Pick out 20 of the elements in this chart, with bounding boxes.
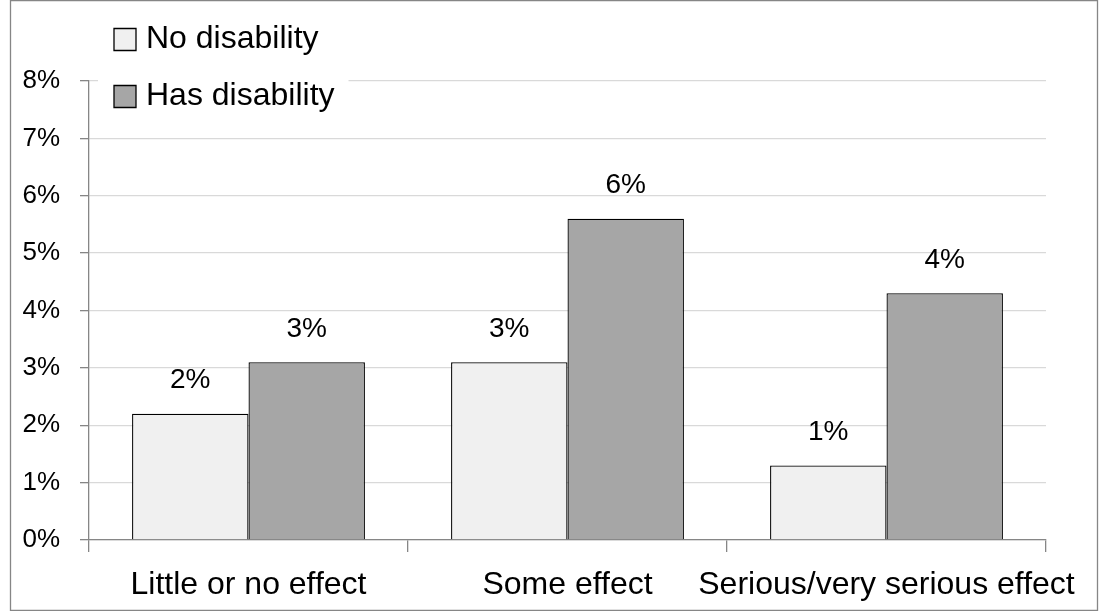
data-label: 6% <box>605 168 646 200</box>
legend-label: Has disability <box>146 76 335 113</box>
y-tick-label: 8% <box>22 64 60 95</box>
x-tick-label: Serious/very serious effect <box>698 565 1075 602</box>
data-label: 3% <box>286 311 327 343</box>
y-tick-label: 4% <box>22 293 60 324</box>
x-tick-label: Some effect <box>482 565 653 602</box>
y-tick-label: 0% <box>22 523 60 554</box>
legend-label: No disability <box>146 19 319 56</box>
y-tick-label: 2% <box>22 408 60 439</box>
y-tick-label: 7% <box>22 121 60 152</box>
y-tick-label: 3% <box>22 351 60 382</box>
data-label: 4% <box>924 243 965 275</box>
y-tick-label: 1% <box>22 465 60 496</box>
x-tick-label: Little or no effect <box>130 565 367 602</box>
data-label: 1% <box>808 415 849 447</box>
data-label: 2% <box>170 363 211 395</box>
y-tick-label: 5% <box>22 236 60 267</box>
data-label: 3% <box>489 311 530 343</box>
y-tick-label: 6% <box>22 178 60 209</box>
